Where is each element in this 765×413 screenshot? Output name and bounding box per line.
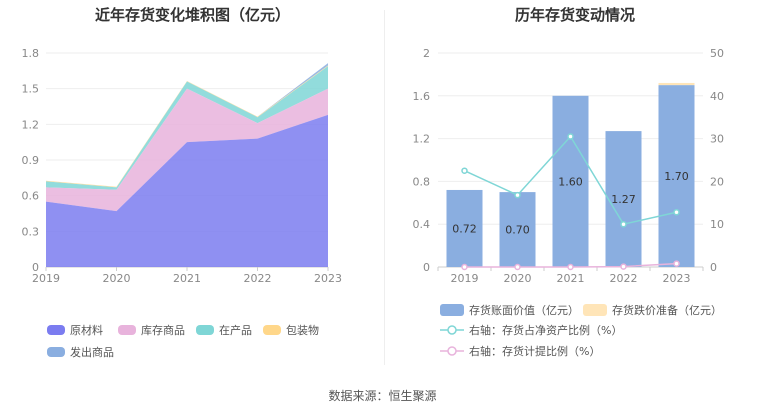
legend-label: 包装物: [286, 323, 319, 337]
x-tick-label: 2022: [610, 272, 638, 285]
bar: [658, 85, 695, 267]
legend-marker: [447, 325, 457, 335]
y-left-tick-label: 2: [423, 47, 430, 60]
x-tick-label: 2020: [504, 272, 532, 285]
legend-marker: [447, 346, 457, 356]
left-chart-title: 近年存货变化堆积图（亿元）: [94, 6, 290, 24]
legend-label: 存货账面价值（亿元）: [469, 303, 579, 317]
area-2: [46, 88, 328, 212]
y-right-tick-label: 0: [710, 261, 717, 274]
line-point: [461, 167, 468, 174]
legend-swatch: [263, 325, 281, 335]
bar-value-label: 0.70: [505, 224, 530, 237]
legend-label: 发出商品: [70, 345, 114, 359]
x-tick-label: 2021: [173, 272, 201, 285]
line-point: [514, 263, 521, 271]
legend-label: 右轴：存货占净资产比例（%）: [469, 323, 622, 337]
y-right-tick-label: 50: [710, 47, 724, 60]
legend-swatch: [47, 347, 65, 357]
line-point: [673, 208, 680, 216]
legend-label: 在产品: [219, 323, 252, 337]
bar: [499, 192, 536, 267]
y-right-tick-label: 40: [710, 90, 724, 103]
y-right-tick-label: 30: [710, 133, 724, 146]
y-left-tick-label: 1.6: [413, 90, 431, 103]
legend-label: 原材料: [70, 323, 103, 337]
bar-value-label: 1.27: [611, 193, 636, 206]
legend-label: 库存商品: [141, 323, 185, 337]
y-right-tick-label: 20: [710, 175, 724, 188]
legend-swatch: [196, 325, 214, 335]
y-right-tick-label: 10: [710, 218, 724, 231]
y-tick-label: 1.5: [22, 83, 40, 96]
x-tick-label: 2020: [103, 272, 131, 285]
y-tick-label: 1.2: [22, 118, 40, 131]
legend-label: 右轴：存货计提比例（%）: [469, 344, 600, 358]
line-point: [567, 263, 574, 271]
line-point: [620, 263, 627, 270]
line-point: [461, 263, 468, 271]
bar: [446, 189, 483, 267]
line-point: [673, 260, 680, 267]
y-tick-label: 0: [32, 261, 39, 274]
bar: [552, 95, 589, 267]
legend-label: 存货跌价准备（亿元）: [612, 303, 722, 317]
y-tick-label: 0.3: [22, 225, 40, 238]
legend-swatch: [118, 325, 136, 335]
y-left-tick-label: 0: [423, 261, 430, 274]
bar-value-label: 1.70: [664, 170, 689, 183]
x-tick-label: 2022: [244, 272, 272, 285]
area-1: [46, 114, 328, 267]
bar: [605, 131, 642, 267]
x-tick-label: 2019: [32, 272, 60, 285]
bar-value-label: 1.60: [558, 175, 583, 188]
y-tick-label: 0.9: [22, 154, 40, 167]
y-tick-label: 0.6: [22, 190, 40, 203]
line-point: [620, 220, 627, 228]
y-left-tick-label: 0.4: [413, 218, 431, 231]
line-point: [567, 133, 574, 140]
legend-swatch: [583, 304, 607, 316]
legend-swatch: [47, 325, 65, 335]
chart-divider: [384, 10, 385, 365]
reserve-bar: [658, 82, 695, 86]
x-tick-label: 2023: [314, 272, 342, 285]
right-chart-title: 历年存货变动情况: [514, 6, 635, 24]
y-tick-label: 1.8: [22, 47, 40, 60]
stacked-area-chart: 0 0.3 0.6 0.9 1.2 1.5 1.8 2019 2020 2021 2022 2023 原…: [22, 47, 343, 359]
legend-swatch: [440, 304, 464, 316]
y-left-tick-label: 1.2: [413, 133, 431, 146]
line-point: [514, 191, 521, 199]
x-tick-label: 2021: [557, 272, 585, 285]
bar-value-label: 0.72: [452, 222, 477, 235]
data-source: 数据来源：恒生聚源: [328, 389, 437, 403]
x-tick-label: 2019: [451, 272, 479, 285]
y-left-tick-label: 0.8: [413, 175, 431, 188]
x-tick-label: 2023: [663, 272, 691, 285]
